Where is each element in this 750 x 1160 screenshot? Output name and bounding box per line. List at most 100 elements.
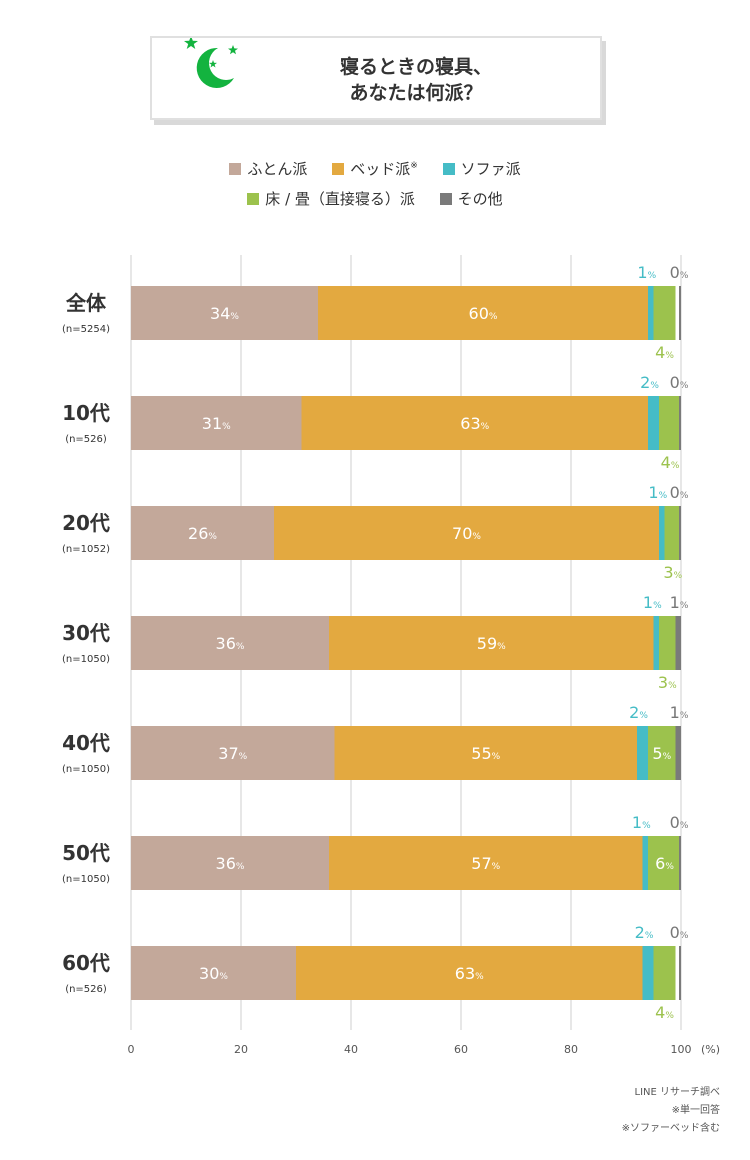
label-futon-5-unit: % <box>236 862 245 872</box>
label-sofa-6-unit: % <box>645 931 654 941</box>
category-label-0: 全体 <box>65 291 107 315</box>
bar-sofa-0 <box>648 286 654 340</box>
bar-futon-2 <box>131 506 274 560</box>
bar-bed-0 <box>318 286 648 340</box>
label-floor-0: 4% <box>655 343 674 362</box>
legend-bed-mark: ※ <box>410 161 418 171</box>
bar-other-sliver-1 <box>679 396 681 450</box>
label-other-6: 0% <box>670 923 689 942</box>
title-line-1: 寝るときの寝具、 <box>339 56 492 78</box>
bar-bed-2 <box>274 506 659 560</box>
legend-swatch-other <box>439 193 452 205</box>
label-other-0: 0% <box>670 263 689 282</box>
bar-futon-5 <box>131 836 329 890</box>
category-label-4: 40代 <box>62 731 110 755</box>
x-tick-40: 40 <box>344 1043 358 1056</box>
legend-swatch-floor <box>247 193 260 205</box>
source-note: LINE リサーチ調べ <box>634 1087 721 1098</box>
title-line-2: あなたは何派？ <box>349 82 483 104</box>
label-other-0-unit: % <box>680 271 689 281</box>
label-floor-5-unit: % <box>665 862 674 872</box>
bar-bed-5 <box>329 836 643 890</box>
label-sofa-1-unit: % <box>650 381 659 391</box>
category-label-2: 20代 <box>62 511 110 535</box>
bar-futon-6 <box>131 946 296 1000</box>
title-box: 寝るときの寝具、 あなたは何派？ <box>150 36 602 120</box>
x-tick-100: 100 <box>671 1043 692 1056</box>
single-answer-note: ※単一回答 <box>671 1105 720 1116</box>
label-other-1: 0% <box>670 373 689 392</box>
legend-floor: 床 / 畳（直接寝る）派 <box>247 188 415 209</box>
category-n-1: (n=526) <box>65 434 107 445</box>
x-unit: (%) <box>701 1043 720 1056</box>
label-other-4: 1% <box>670 703 689 722</box>
legend-swatch-bed <box>332 163 345 175</box>
bar-floor-5 <box>648 836 681 890</box>
bar-bed-3 <box>329 616 654 670</box>
label-bed-0-unit: % <box>489 312 498 322</box>
bar-other-sliver-0 <box>679 286 681 340</box>
category-n-5: (n=1050) <box>62 874 110 885</box>
label-bed-2-unit: % <box>472 532 481 542</box>
label-floor-2: 3% <box>663 563 682 582</box>
bar-other-4 <box>675 726 681 780</box>
category-label-5: 50代 <box>62 841 110 865</box>
label-sofa-3: 1% <box>643 593 662 612</box>
label-futon-3-unit: % <box>236 642 245 652</box>
legend-row-2: 床 / 畳（直接寝る）派 その他 <box>0 188 750 209</box>
label-futon-6-unit: % <box>219 972 228 982</box>
category-n-0: (n=5254) <box>62 324 110 335</box>
label-other-1-unit: % <box>680 381 689 391</box>
x-tick-0: 0 <box>128 1043 135 1056</box>
legend-futon-label: ふとん派 <box>247 160 308 178</box>
legend-other-label: その他 <box>457 190 503 208</box>
bar-bed-1 <box>301 396 648 450</box>
label-sofa-5-unit: % <box>642 821 651 831</box>
legend-other: その他 <box>439 188 503 209</box>
category-label-6: 60代 <box>62 951 110 975</box>
label-floor-2-unit: % <box>674 571 683 581</box>
label-sofa-2-unit: % <box>659 491 668 501</box>
category-label-1: 10代 <box>62 401 110 425</box>
label-other-3-unit: % <box>680 601 689 611</box>
label-floor-3-unit: % <box>668 681 677 691</box>
category-label-3: 30代 <box>62 621 110 645</box>
label-floor-1: 4% <box>661 453 680 472</box>
bar-sofa-1 <box>648 396 659 450</box>
bar-futon-4 <box>131 726 335 780</box>
label-sofa-0: 1% <box>637 263 656 282</box>
label-sofa-6: 2% <box>635 923 654 942</box>
legend-sofa: ソファ派 <box>442 158 521 179</box>
category-n-3: (n=1050) <box>62 654 110 665</box>
legend-swatch-futon <box>229 163 242 175</box>
legend-bed-label: ベッド派 <box>350 160 411 178</box>
bar-futon-1 <box>131 396 302 450</box>
label-bed-1-unit: % <box>481 422 490 432</box>
bar-floor-1 <box>659 396 681 450</box>
label-sofa-4-unit: % <box>639 711 648 721</box>
chart-title: 寝るときの寝具、 あなたは何派？ <box>242 54 590 106</box>
bar-floor-4 <box>648 726 676 780</box>
label-floor-6-unit: % <box>665 1011 674 1021</box>
label-floor-3: 3% <box>658 673 677 692</box>
bar-sofa-3 <box>653 616 659 670</box>
bar-other-sliver-6 <box>679 946 681 1000</box>
category-n-2: (n=1052) <box>62 544 110 555</box>
label-bed-4-unit: % <box>492 752 501 762</box>
label-other-5-unit: % <box>680 821 689 831</box>
legend-floor-label: 床 / 畳（直接寝る）派 <box>265 190 415 208</box>
label-futon-1-unit: % <box>222 422 231 432</box>
label-bed-5-unit: % <box>492 862 501 872</box>
legend-futon: ふとん派 <box>229 158 307 179</box>
bar-other-3 <box>675 616 681 670</box>
label-floor-4-unit: % <box>663 752 672 762</box>
category-n-6: (n=526) <box>65 984 107 995</box>
moon-stars-icon <box>184 38 238 88</box>
bar-bed-4 <box>334 726 637 780</box>
x-tick-20: 20 <box>234 1043 248 1056</box>
label-other-4-unit: % <box>680 711 689 721</box>
bar-sofa-5 <box>642 836 648 890</box>
label-sofa-3-unit: % <box>653 601 662 611</box>
label-sofa-5: 1% <box>632 813 651 832</box>
